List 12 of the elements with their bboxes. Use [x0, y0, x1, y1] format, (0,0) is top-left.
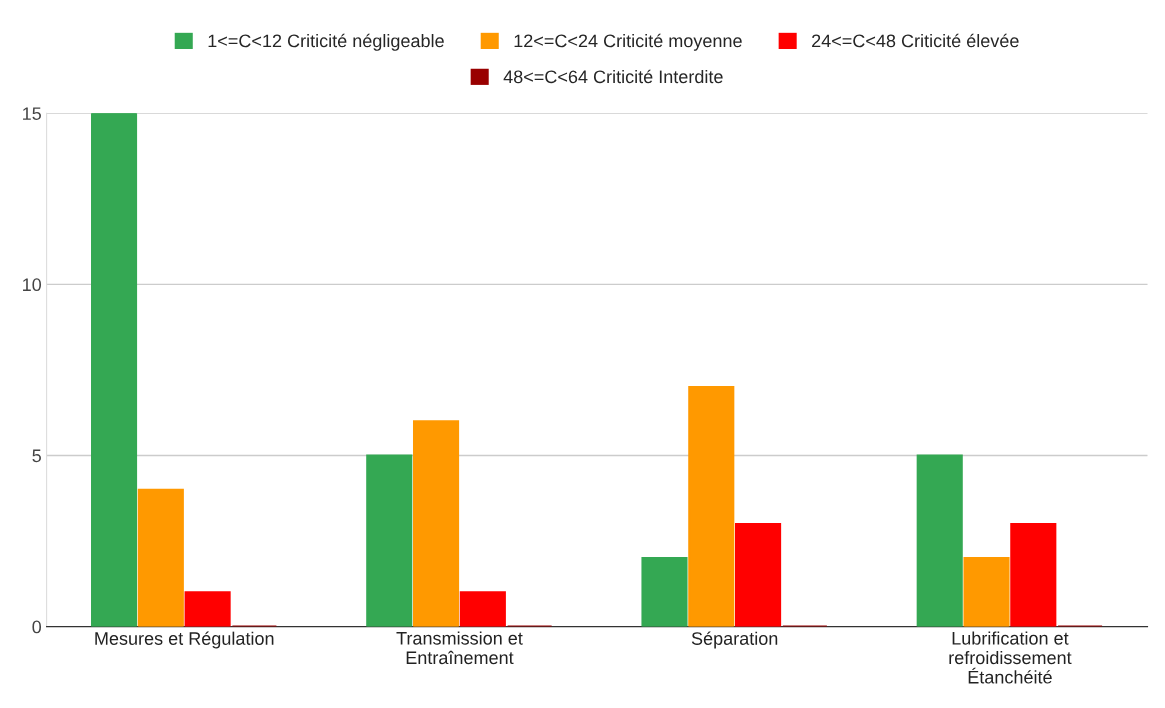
- legend-label: 1<=C<12 Criticité négligeable: [208, 33, 444, 51]
- legend-label: 24<=C<48 Criticité élevée: [812, 33, 1019, 48]
- legend-label: 48<=C<64 Criticité Interdite: [503, 69, 723, 84]
- y-tick-label: 10: [23, 278, 42, 292]
- y-tick-label: 5: [32, 449, 41, 463]
- y-tick-label: 0: [32, 620, 42, 634]
- y-tick-label: 15: [23, 107, 41, 120]
- x-tick-label: Mesures et Régulation: [95, 631, 274, 649]
- x-tick-label: Séparation: [691, 631, 778, 649]
- legend-label: 12<=C<24 Criticité moyenne: [514, 33, 742, 51]
- x-tick-label: Transmission et Entraînement: [396, 631, 523, 665]
- x-tick-label: Lubrification et refroidissement Étanchéité: [949, 631, 1072, 684]
